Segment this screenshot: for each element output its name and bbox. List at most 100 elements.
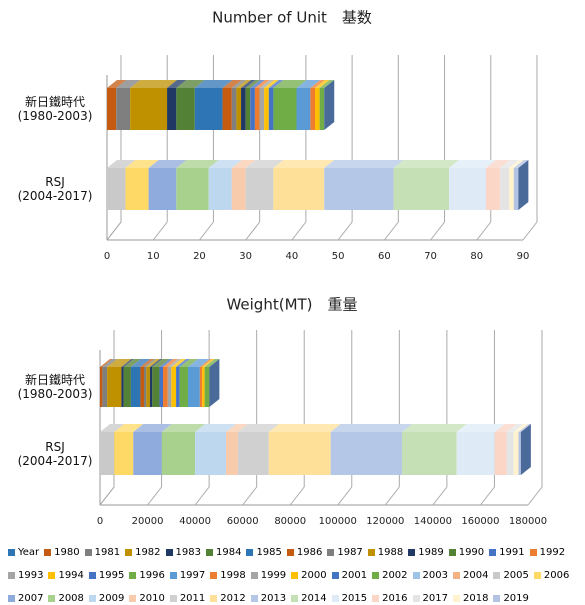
bar-segment [176,359,190,407]
legend-swatch [210,595,218,602]
x-tick-label: 20 [193,251,206,262]
legend-swatch [452,572,460,579]
bar-segment [130,80,178,130]
bar-top-shade [296,80,321,88]
legend-item: 1988 [367,541,403,564]
legend-item: 1996 [129,564,165,587]
bar-top-shade [176,160,219,168]
bar-top [130,80,178,88]
bar-top-shade [513,424,529,432]
bar-segment [393,160,460,210]
legend-label: 2007 [18,593,44,604]
bar-end [518,160,529,210]
legend-item: 2002 [372,564,408,587]
bar-top [513,424,529,432]
bar-top-shade [401,424,467,432]
legend-item: 1995 [88,564,124,587]
legend-item: 2012 [210,587,246,605]
bar-segment [250,80,265,130]
bar-top-shade [179,359,198,367]
legend-item: 2005 [493,564,529,587]
legend-swatch [331,572,339,579]
bar-segment [236,80,252,130]
grid-line [194,486,210,506]
legend-item: 2017 [412,587,448,605]
legend-item: 2019 [493,587,529,605]
bar-segment [494,424,517,475]
legend-label: 2012 [220,593,246,604]
bar-top-shade [107,160,136,168]
legend-swatch [367,549,375,556]
bar-segment [231,160,256,210]
bar-top [237,424,279,432]
bar-top-shade [107,359,132,367]
legend-item: 1982 [125,541,161,564]
legend-item: Year [8,541,39,564]
legend-item: 1980 [44,541,80,564]
bar-face [456,432,495,475]
x-tick-label: 80000 [274,516,306,527]
bar-top-shade [107,80,127,88]
bar-top-shade [254,80,270,88]
legend-label: 1987 [337,547,363,558]
bar-top-shade [259,80,275,88]
bar-top [273,160,335,168]
bar-top-shade [121,359,134,367]
legend-swatch [169,572,177,579]
bar-top-shade [116,80,141,88]
bar-top [494,424,517,432]
grid-line [289,486,305,506]
bar-top-shade [152,359,170,367]
bar-segment [241,80,256,130]
legend-label: 1992 [539,547,566,558]
legend-swatch [8,549,15,556]
bar-face [273,168,325,210]
bar-top [231,80,247,88]
bar-end [520,424,531,475]
x-tick-label: 40000 [179,516,211,527]
bar-segment [161,424,206,475]
legend-swatch [210,572,218,579]
bar-segment [194,80,233,130]
bar-top [199,359,213,367]
bar-face [245,88,251,130]
bar-face [114,432,134,475]
bar-segment [222,80,242,130]
x-tick-label: 70 [424,251,437,262]
grid-line [242,486,258,506]
bar-top [121,359,134,367]
bar-top [486,160,510,168]
bar-face [148,168,177,210]
bar-end [324,80,335,130]
bar-top [100,424,125,432]
bar-top [499,160,520,168]
legend-swatch [125,549,133,556]
bar-top [241,80,256,88]
bar-segment [102,359,118,407]
bar-top [159,359,174,367]
legend-item: 1993 [8,564,43,587]
bar-face [116,88,131,130]
bar-top [167,80,187,88]
legend-item: 1985 [246,541,282,564]
category-label: 新日鐵時代 (1980-2003) [17,95,93,123]
bar-segment [324,160,404,210]
bar-segment [100,359,113,407]
legend-swatch [452,595,460,602]
bar-top [315,80,330,88]
grid-line [480,486,495,506]
bar-face [149,367,153,407]
legend-label: 1998 [220,570,246,581]
bar-top [176,80,205,88]
bar-segment [319,80,335,130]
bar-face [107,88,117,130]
bar-face [146,367,150,407]
bar-top [506,424,524,432]
bar-top [245,80,261,88]
legend-label: 2005 [503,570,529,581]
legend-item: 2000 [291,564,327,587]
legend-swatch [129,595,137,602]
bar-top [518,424,531,432]
bar-face [171,367,177,407]
bar-top-shade [268,80,284,88]
